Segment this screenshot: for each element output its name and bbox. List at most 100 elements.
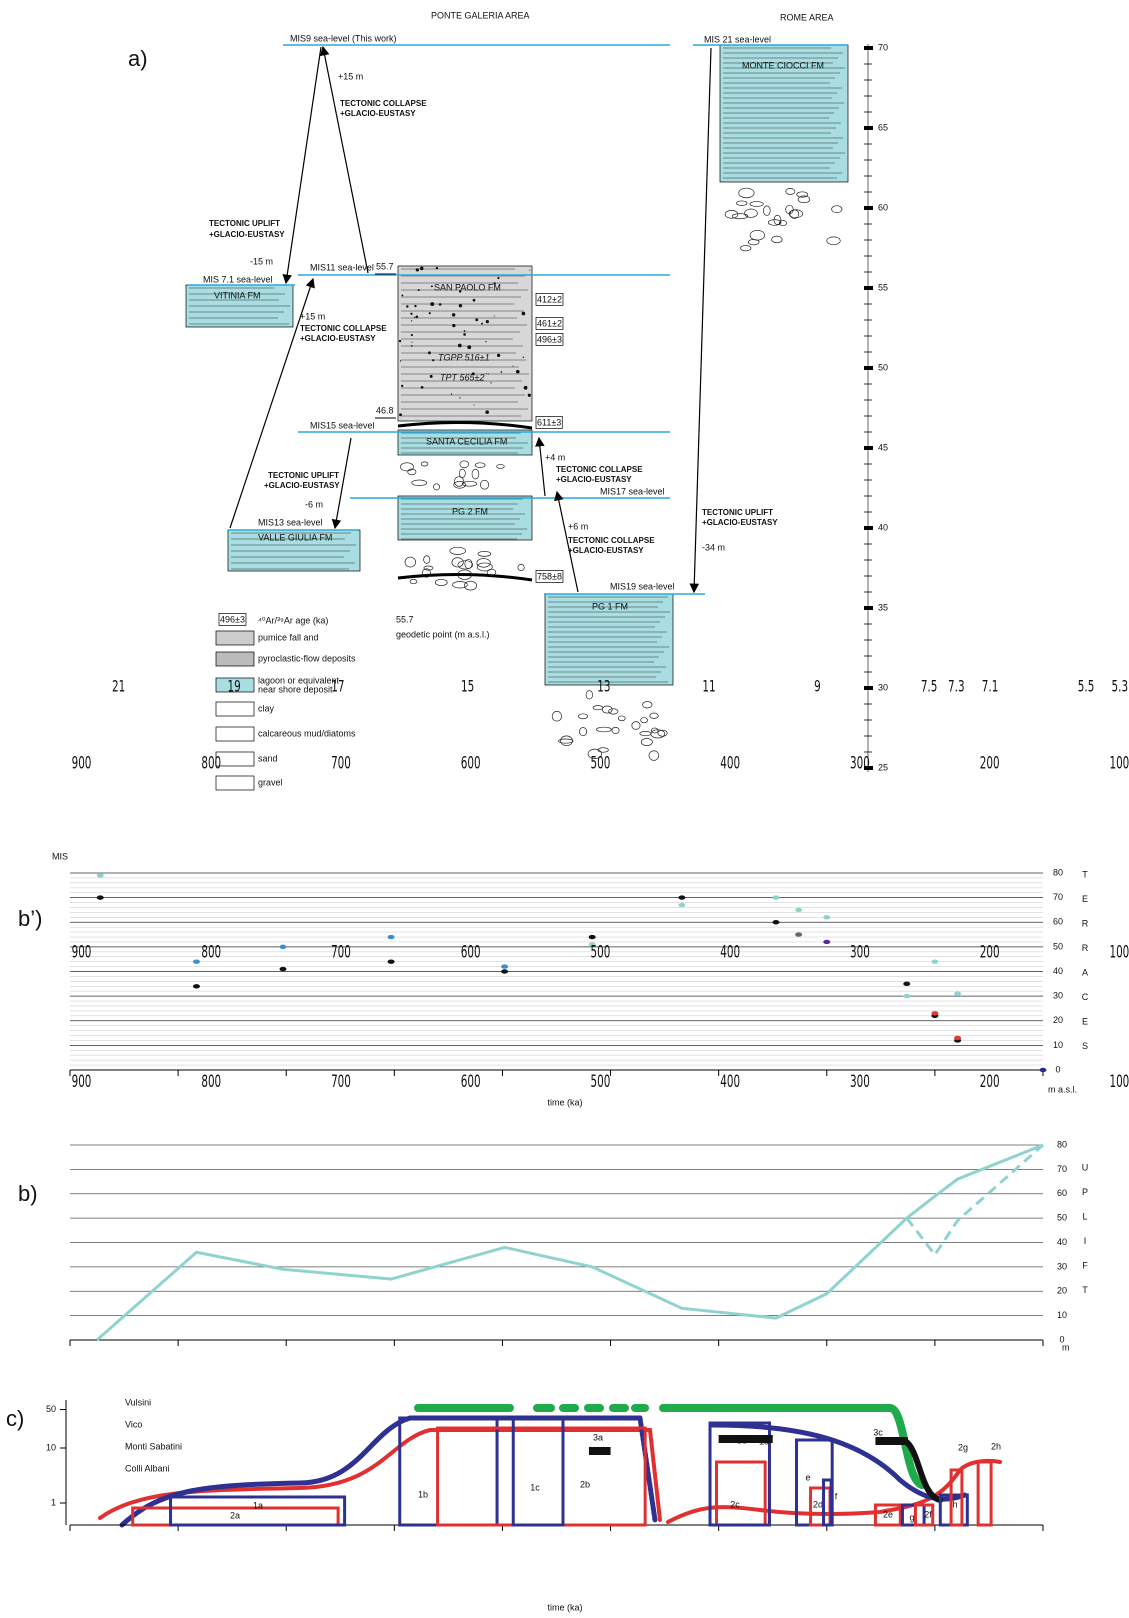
pumice [486,320,489,323]
legend: 55.7 [396,614,414,624]
mis-stage: 9 [814,679,821,697]
x-tick-label: 200 [980,943,1000,962]
panel-a-drawing [186,45,848,685]
geodetic-points: 46.8 [376,405,394,415]
x-axis-label: time (ka) [547,1097,582,1107]
box-label: 2h [991,1441,1001,1451]
pumice [486,373,487,374]
box-label: 2b [580,1479,590,1489]
y-tick-label: 70 [1053,892,1063,902]
y-tick-label: 50 [1053,941,1063,951]
pumice [430,302,434,306]
pumice [528,394,531,397]
gravel [578,714,587,719]
pumice [416,268,419,271]
scale-tick-label: 55 [878,282,888,292]
pumice [416,316,419,319]
movements: +GLACIO-EUSTASY [702,518,778,527]
gravel [772,236,783,243]
scale-tick [864,366,873,370]
mis-stage: 5.3 [1112,679,1129,697]
y-tick-label: 30 [1053,991,1063,1001]
y-tick-label: 60 [1057,1188,1067,1198]
movements: +6 m [568,521,588,531]
movements: TECTONIC UPLIFT [702,508,773,517]
pumice [464,330,466,332]
pumice [463,333,466,336]
ages: TGPP 516±1 [438,352,490,362]
pumice [452,313,455,316]
side-letter: P [1082,1187,1088,1197]
x-tick-label: 500 [591,1073,611,1092]
gravel [561,736,573,746]
side-letter: U [1082,1162,1089,1172]
pumice [485,410,489,414]
pumice [458,344,462,348]
x-tick-label: 300 [850,943,870,962]
y-tick-label: 70 [1057,1164,1067,1174]
gravel [497,464,505,468]
y-tick-label: 80 [1057,1139,1067,1149]
pumice [421,386,424,389]
legend: 496±3 [220,614,245,624]
terrace-point [823,915,830,919]
arrow [286,47,321,283]
gravel [641,718,648,723]
formations: VALLE GIULIA FM [258,532,332,542]
pumice [428,351,431,354]
y-tick-label: 20 [1053,1015,1063,1025]
terrace-point [279,945,286,949]
gravel [464,581,476,590]
gravel [737,201,748,206]
movements: +GLACIO-EUSTASY [340,109,416,118]
terrace-point [678,895,685,899]
movements: -34 m [702,542,725,552]
pumice [411,342,412,343]
ages: 412±2 [537,294,562,304]
pumice [411,320,412,321]
x-tick-label: 500 [591,943,611,962]
scale-tick [864,206,873,210]
legend-entry: Vulsini [125,1397,151,1407]
y-tick-label: 50 [1057,1213,1067,1223]
figure: a)PONTE GALERIA AREAROME AREAMIS9 sea-le… [0,0,1129,1618]
formations: SANTA CECILIA FM [426,436,507,446]
pumice [411,334,413,336]
movements: +GLACIO-EUSTASY [264,481,340,490]
legend: calcareous mud/diatoms [258,728,356,738]
box-label: 2f [924,1509,932,1519]
x-tick-label: 200 [980,1073,1000,1092]
pumice [410,313,412,315]
x-tick-label: 700 [331,943,351,962]
pumice [516,370,520,374]
x-tick-label: 900 [72,754,92,773]
gravel [421,462,428,466]
mis-stage: 19 [228,679,241,697]
box-label: 2e [883,1509,893,1519]
legend-swatch [216,727,254,741]
pumice [501,371,503,373]
arrow [539,438,545,496]
gravel [412,480,427,486]
legend-entry: Colli Albani [125,1463,170,1473]
pumice [401,385,403,387]
scale-tick [864,526,873,530]
pumice [400,360,401,361]
x-tick-label: 400 [720,943,740,962]
ages: 496±3 [537,334,562,344]
gravel [596,727,611,732]
y-unit: m [1062,1342,1070,1352]
gravel [434,484,440,490]
pumice [512,366,513,367]
scale-tick [864,686,873,690]
pumice [439,303,442,306]
ages: 461±2 [537,318,562,328]
scale-tick-label: 50 [878,362,888,372]
gravel [405,557,416,567]
pumice [411,345,413,347]
movements: +15 m [338,71,363,81]
gravel [552,711,561,721]
movements: TECTONIC UPLIFT [209,219,280,228]
x-tick-label: 600 [461,943,481,962]
mis-stage: 13 [597,679,610,697]
